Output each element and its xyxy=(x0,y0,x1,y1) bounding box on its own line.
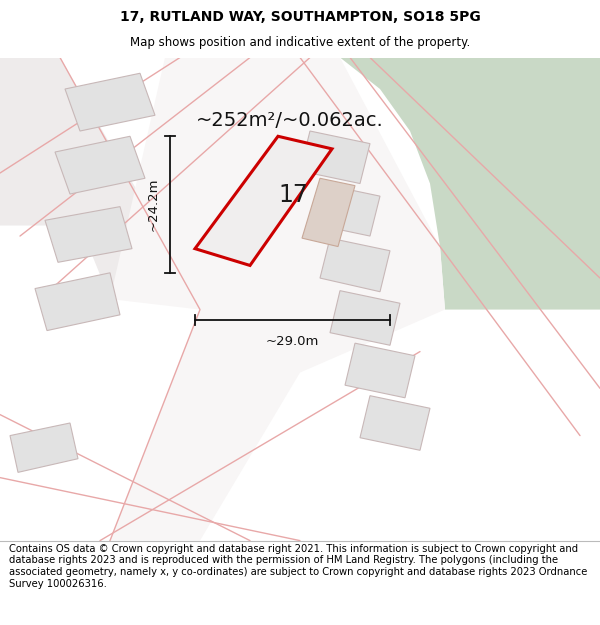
Polygon shape xyxy=(330,291,400,345)
Text: ~29.0m: ~29.0m xyxy=(266,335,319,348)
Polygon shape xyxy=(10,423,78,472)
Text: ~252m²/~0.062ac.: ~252m²/~0.062ac. xyxy=(196,111,384,130)
Text: 17: 17 xyxy=(279,182,308,206)
Polygon shape xyxy=(110,58,445,541)
Polygon shape xyxy=(55,136,145,194)
Text: 17, RUTLAND WAY, SOUTHAMPTON, SO18 5PG: 17, RUTLAND WAY, SOUTHAMPTON, SO18 5PG xyxy=(119,11,481,24)
Polygon shape xyxy=(310,184,380,236)
Polygon shape xyxy=(35,272,120,331)
Text: Map shows position and indicative extent of the property.: Map shows position and indicative extent… xyxy=(130,36,470,49)
Polygon shape xyxy=(300,131,370,184)
Polygon shape xyxy=(195,136,332,266)
Polygon shape xyxy=(302,178,355,246)
Polygon shape xyxy=(320,238,390,292)
Polygon shape xyxy=(65,73,155,131)
Polygon shape xyxy=(45,207,132,262)
Text: Contains OS data © Crown copyright and database right 2021. This information is : Contains OS data © Crown copyright and d… xyxy=(9,544,587,589)
Text: ~24.2m: ~24.2m xyxy=(147,177,160,231)
Polygon shape xyxy=(340,58,600,309)
Polygon shape xyxy=(345,343,415,398)
Polygon shape xyxy=(0,58,200,299)
Polygon shape xyxy=(360,396,430,450)
